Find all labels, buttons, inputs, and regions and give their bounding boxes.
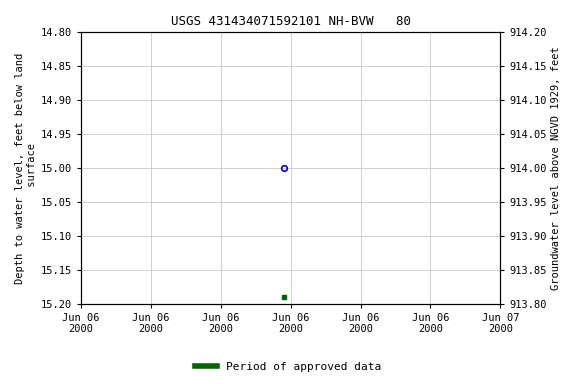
Y-axis label: Depth to water level, feet below land
 surface: Depth to water level, feet below land su…	[15, 52, 37, 283]
Legend: Period of approved data: Period of approved data	[191, 358, 385, 377]
Title: USGS 431434071592101 NH-BVW   80: USGS 431434071592101 NH-BVW 80	[170, 15, 411, 28]
Y-axis label: Groundwater level above NGVD 1929, feet: Groundwater level above NGVD 1929, feet	[551, 46, 561, 290]
